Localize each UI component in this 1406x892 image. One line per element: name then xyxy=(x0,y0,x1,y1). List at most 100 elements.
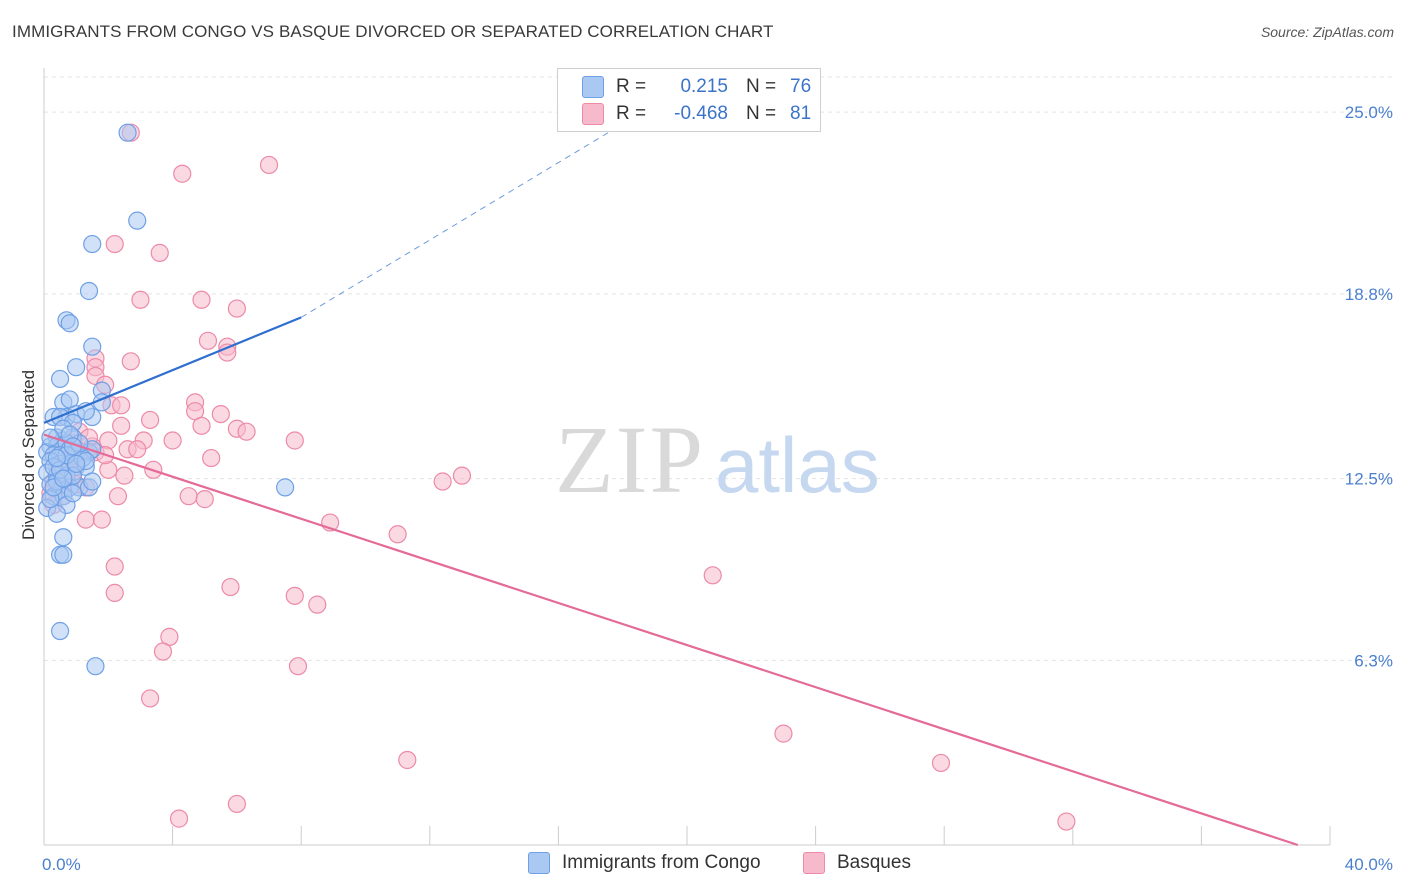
x-tick-label: 0.0% xyxy=(42,855,81,874)
basques-point xyxy=(105,234,124,254)
congo-point xyxy=(128,211,147,230)
legend-n-value: 76 xyxy=(790,76,812,97)
congo-point xyxy=(54,528,73,547)
basques-trend-line xyxy=(43,433,1299,847)
congo-point xyxy=(63,484,83,503)
congo-point xyxy=(276,478,295,497)
basques-point xyxy=(285,586,304,605)
basques-point xyxy=(433,472,452,491)
watermark: ZIP atlas xyxy=(555,406,880,513)
congo-point xyxy=(79,281,99,301)
legend-r-label: R = xyxy=(616,103,647,124)
basques-point xyxy=(1057,812,1076,831)
congo-point xyxy=(47,448,66,468)
chart-title: IMMIGRANTS FROM CONGO VS BASQUE DIVORCED… xyxy=(12,22,774,41)
legend-swatch-congo xyxy=(582,76,604,98)
series-label-basques: Basques xyxy=(837,852,911,873)
basques-point xyxy=(308,595,327,614)
series-swatch-basques xyxy=(803,852,825,874)
legend-n-label: N = xyxy=(746,76,777,97)
basques-point xyxy=(259,155,279,175)
basques-point xyxy=(227,794,246,814)
basques-point xyxy=(173,164,192,183)
congo-point xyxy=(54,545,73,564)
axes xyxy=(43,68,1331,846)
series-legend: Immigrants from Congo Basques xyxy=(0,852,1406,878)
source-credit: Source: ZipAtlas.com xyxy=(1260,24,1394,40)
basques-point xyxy=(150,243,169,262)
basques-point xyxy=(105,583,124,603)
basques-point xyxy=(163,431,182,450)
basques-point xyxy=(112,416,131,435)
congo-point xyxy=(83,234,102,254)
legend-row-congo: R = 0.215 N = 76 xyxy=(558,74,811,100)
basques-point xyxy=(99,460,118,479)
congo-points xyxy=(38,123,295,676)
basques-point xyxy=(202,448,221,468)
congo-point xyxy=(54,469,73,488)
basques-point xyxy=(169,809,189,828)
congo-point xyxy=(83,472,102,491)
basques-point xyxy=(76,510,95,529)
congo-point xyxy=(67,454,86,474)
basques-point xyxy=(931,753,951,773)
watermark-atlas: atlas xyxy=(715,421,880,509)
basques-point xyxy=(121,352,140,371)
basques-point xyxy=(227,299,246,318)
basques-point xyxy=(192,416,211,435)
congo-point xyxy=(118,123,137,142)
basques-point xyxy=(140,689,160,708)
basques-point xyxy=(774,724,793,743)
basques-point xyxy=(140,410,160,430)
basques-point xyxy=(92,510,111,529)
series-legend-congo: Immigrants from Congo xyxy=(528,852,761,874)
legend-r-label: R = xyxy=(616,76,647,97)
congo-trend-line xyxy=(43,316,302,424)
congo-point xyxy=(60,314,79,333)
basques-point xyxy=(105,557,124,576)
series-legend-basques: Basques xyxy=(803,852,911,874)
congo-point xyxy=(50,621,70,641)
congo-trend-extension xyxy=(300,123,623,318)
basques-point xyxy=(108,487,128,506)
correlation-legend: R = 0.215 N = 76 R = -0.468 N = 81 xyxy=(557,68,821,132)
y-tick-label: 25.0% xyxy=(1345,103,1393,122)
watermark-zip: ZIP xyxy=(555,406,705,513)
basques-point xyxy=(288,657,308,676)
x-tick-label: 40.0% xyxy=(1345,855,1393,874)
basques-point xyxy=(115,466,134,485)
basques-point xyxy=(198,331,218,350)
y-axis-title: Divorced or Separated xyxy=(19,370,38,540)
legend-n-value: 81 xyxy=(790,103,812,124)
basques-point xyxy=(153,642,173,661)
basques-point xyxy=(398,750,417,770)
basques-point xyxy=(285,431,304,450)
legend-r-value: 0.215 xyxy=(680,76,728,97)
series-swatch-congo xyxy=(528,852,550,874)
legend-n-label: N = xyxy=(746,103,777,124)
legend-swatch-basques xyxy=(582,103,604,125)
basques-point xyxy=(179,487,198,506)
series-label-congo: Immigrants from Congo xyxy=(562,852,761,873)
congo-point xyxy=(67,358,86,377)
basques-point xyxy=(388,525,407,544)
basques-point xyxy=(192,290,211,309)
tick-labels: 6.3% 12.5% 18.8% 25.0% 0.0% 40.0% xyxy=(42,103,1393,874)
legend-r-value: -0.468 xyxy=(674,103,728,124)
basques-point xyxy=(128,440,147,459)
congo-point xyxy=(86,657,105,676)
basques-point xyxy=(131,290,150,309)
basques-point xyxy=(703,566,722,585)
y-tick-label: 6.3% xyxy=(1354,651,1393,670)
basques-point xyxy=(112,396,131,415)
legend-row-basques: R = -0.468 N = 81 xyxy=(558,101,811,127)
y-tick-label: 18.8% xyxy=(1345,285,1393,304)
basques-point xyxy=(195,490,214,509)
congo-point xyxy=(83,337,102,356)
basques-point xyxy=(237,422,256,441)
basques-point xyxy=(452,466,472,485)
basques-point xyxy=(221,577,240,597)
basques-point xyxy=(211,404,230,424)
trend-lines xyxy=(43,123,1299,847)
